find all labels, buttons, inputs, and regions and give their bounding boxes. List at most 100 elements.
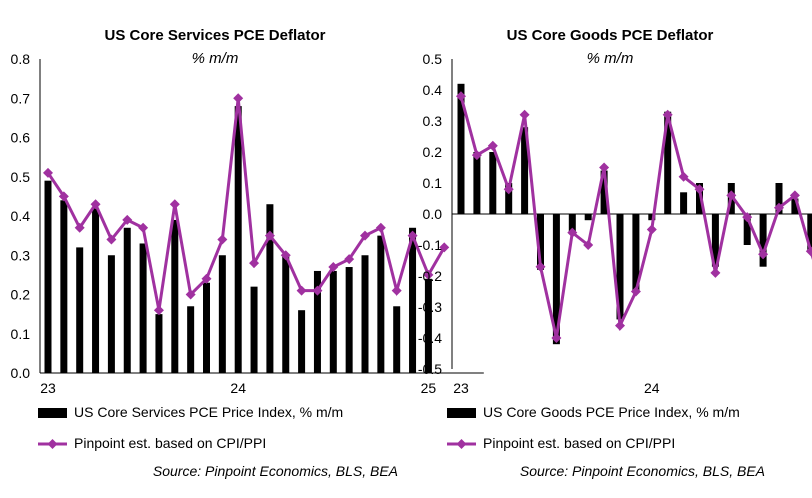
legend-line-marker [47,439,58,449]
line-marker [456,91,466,102]
y-tick-label: 0.0 [11,365,31,381]
bar [600,170,608,214]
bar [537,214,544,270]
line-marker [249,258,260,269]
line-marker [106,234,117,245]
x-tick-label: 24 [230,380,246,396]
line-marker [710,267,721,278]
line-marker [201,273,212,284]
line-marker [407,230,418,241]
line-marker [344,254,355,265]
legend-bar-label: US Core Goods PCE Price Index, % m/m [483,404,740,420]
line-marker [90,199,101,210]
bar [393,306,401,373]
bar [791,198,799,214]
bar [155,314,163,373]
chart-1: US Core Services PCE Deflator % m/m 0.8 0.7… [11,27,484,479]
y-tick-label: 0.2 [11,287,31,303]
legend-bar-swatch [447,408,476,418]
series-line [459,95,812,339]
line-marker [789,190,800,201]
chart-subtitle: % m/m [587,50,634,67]
bar [361,255,369,373]
line-marker [312,285,323,296]
line-marker [439,242,450,253]
y-tick-label: 0.7 [11,90,31,106]
line-marker [43,167,53,178]
line-marker [296,285,307,296]
bar [139,243,147,373]
y-tick-label: 0.0 [423,206,443,222]
bar [807,214,812,252]
bar [123,227,131,373]
line-marker [74,222,85,233]
y-tick-label: -0.4 [418,330,442,346]
bar [409,227,417,373]
bar [218,255,226,373]
y-tick-label: -0.3 [418,299,442,315]
line-marker [615,320,625,331]
line-marker [551,333,562,343]
chart-2: US Core Goods PCE Deflator % m/m 0.5 0.4 0.3… [418,27,812,479]
bar [505,183,513,214]
bar [234,106,242,373]
x-tick-label: 23 [40,380,56,396]
bar [424,278,432,373]
line-marker [360,230,370,241]
bar [552,214,560,345]
x-tick-label: 24 [644,380,660,396]
line-marker [519,109,530,120]
y-tick-label: 0.5 [423,51,443,67]
bar [473,152,481,214]
line-marker [583,240,594,250]
line-marker [471,150,482,161]
bar [568,214,576,233]
bar [489,152,497,214]
bar [171,219,179,373]
bar [266,204,274,373]
line-marker [185,289,196,300]
bar [521,127,529,214]
source-note: Source: Pinpoint Economics, BLS, BEA [520,463,765,479]
y-tick-label: 0.3 [11,247,31,263]
line-marker [264,230,275,241]
bar [187,306,195,373]
bar [648,214,656,221]
line-marker [328,262,339,273]
bar [298,310,306,373]
bar [107,255,115,373]
line-marker [423,269,434,280]
line-marker [233,93,244,104]
line-marker [662,109,673,120]
chart-subtitle: % m/m [192,50,239,67]
line-marker [375,222,386,233]
line-marker [758,249,769,260]
y-tick-label: -0.2 [418,268,442,284]
line-marker [726,190,737,201]
y-tick-label: 0.8 [11,51,31,67]
line-marker [678,171,689,182]
line-marker [742,212,753,223]
line-marker [646,224,657,235]
y-tick-label: 0.6 [11,130,31,146]
y-tick-label: 0.5 [11,169,31,185]
bar [377,235,385,373]
bar [680,192,688,214]
chart-title: US Core Services PCE Deflator [105,27,326,44]
line-marker [630,286,641,297]
y-tick-label: 0.1 [11,326,31,342]
line-marker [694,184,705,195]
bar [345,267,353,373]
bar [329,270,337,373]
line-marker [391,285,402,296]
y-tick-label: 0.2 [423,144,443,160]
legend-line-label: Pinpoint est. based on CPI/PPI [483,435,675,451]
line-marker [217,234,228,245]
x-tick-label: 23 [453,380,469,396]
bar [457,83,465,214]
line-marker [280,250,291,261]
bar [44,180,52,373]
line-marker [503,184,514,195]
bar [616,214,624,320]
y-tick-label: 0.4 [11,208,31,224]
